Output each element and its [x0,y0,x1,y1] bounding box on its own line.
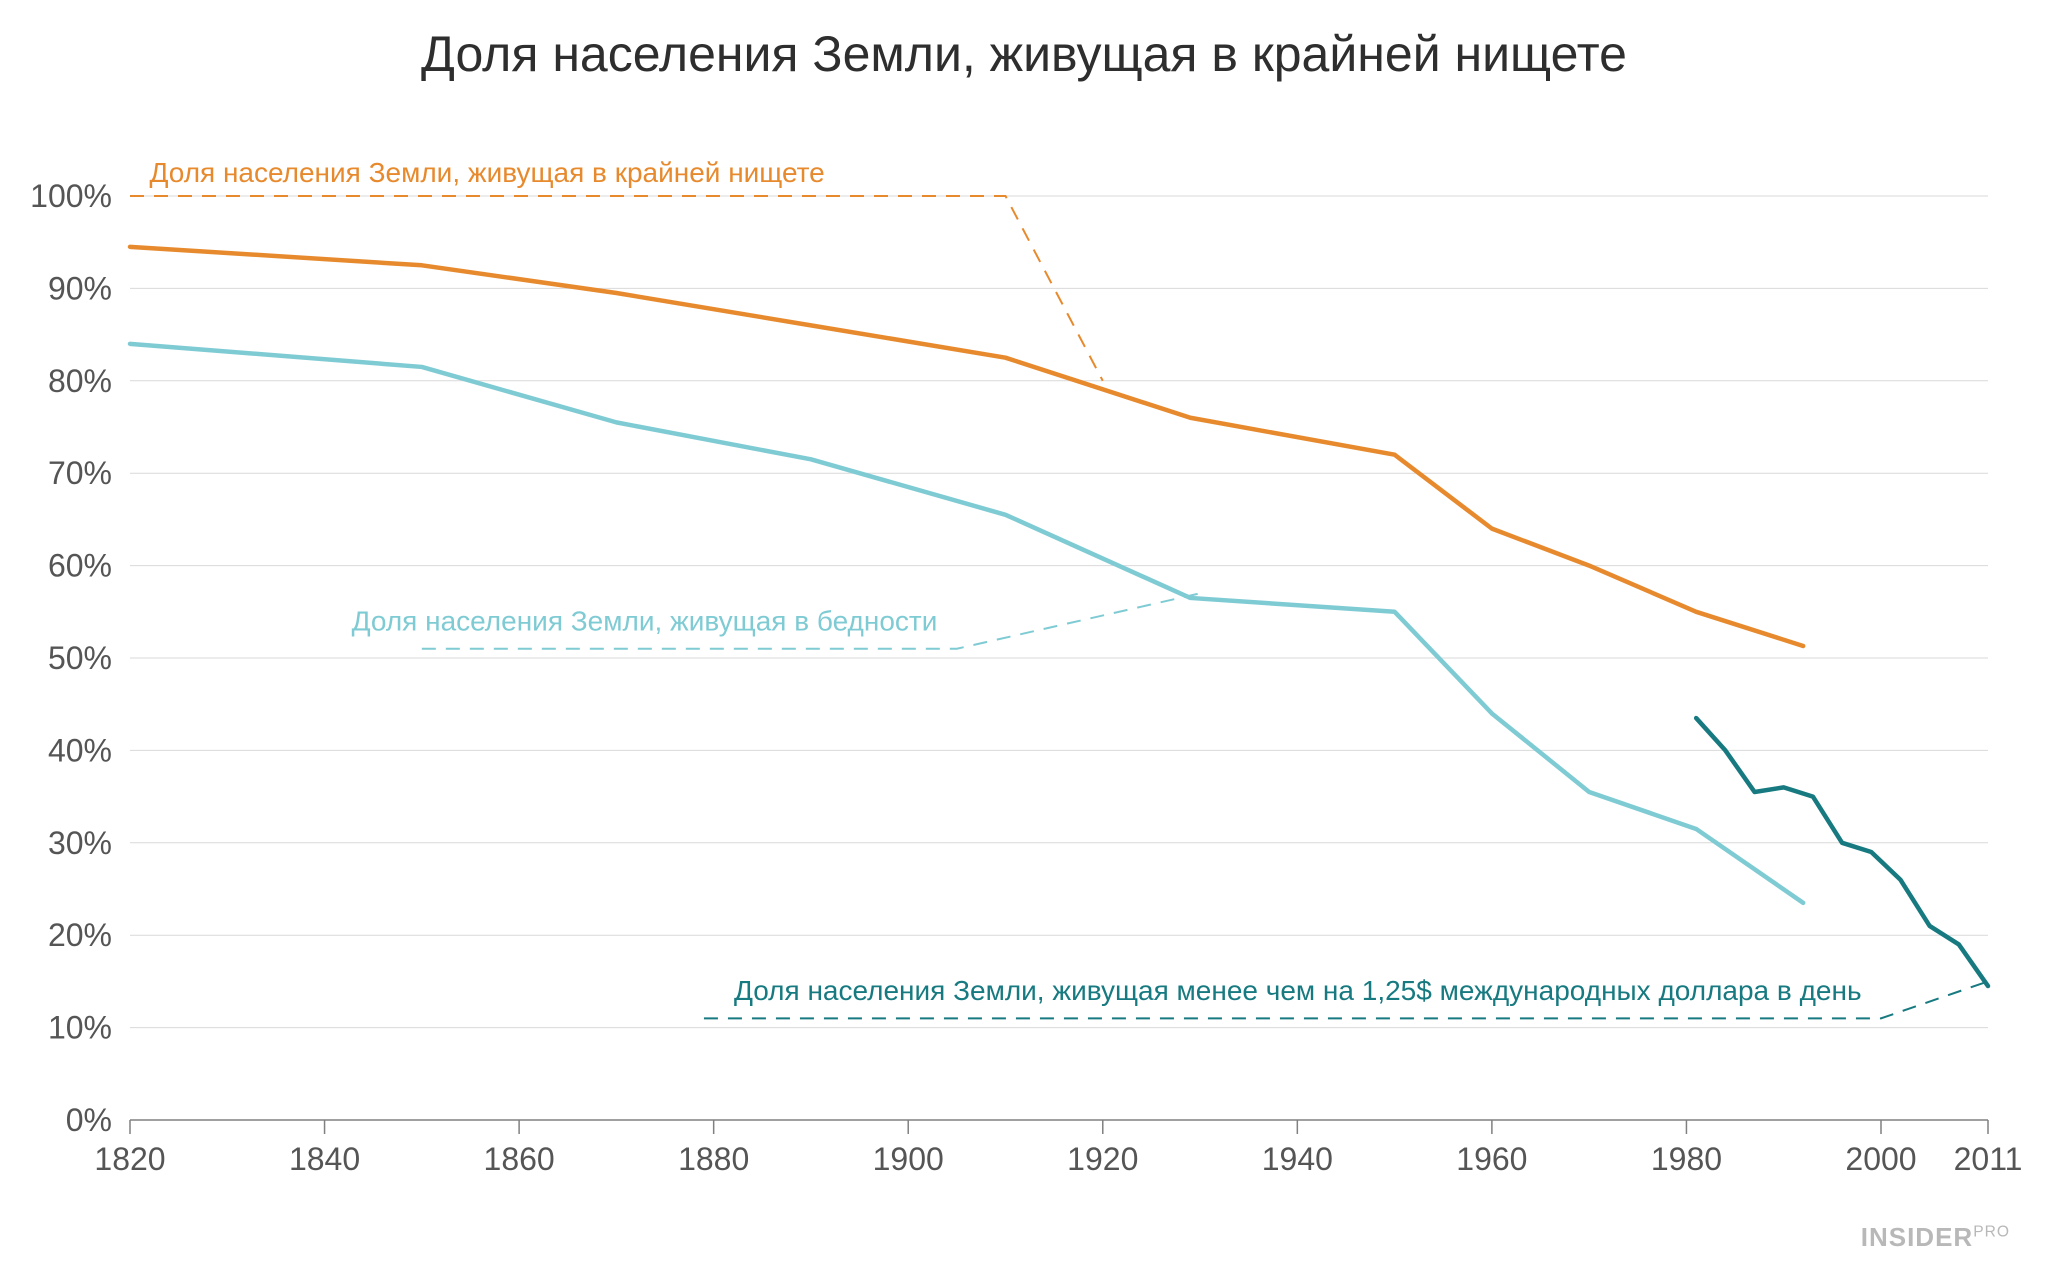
x-tick-label: 1980 [1651,1141,1722,1177]
y-tick-label: 100% [30,178,112,214]
y-tick-label: 20% [48,917,112,953]
y-tick-label: 90% [48,270,112,306]
y-tick-label: 80% [48,363,112,399]
watermark: INSIDERPRO [1861,1222,2010,1253]
series-line-extreme_poverty [130,247,1803,646]
x-tick-label: 1960 [1456,1141,1527,1177]
series-label-below_125_usd: Доля населения Земли, живущая менее чем … [734,975,1862,1006]
y-tick-label: 10% [48,1010,112,1046]
series-line-below_125_usd [1696,718,1988,986]
series-label-poverty: Доля населения Земли, живущая в бедности [352,605,938,636]
watermark-sub: PRO [1973,1223,2010,1240]
series-label-extreme_poverty: Доля населения Земли, живущая в крайней … [149,157,824,188]
x-tick-label: 1860 [484,1141,555,1177]
y-tick-label: 0% [66,1102,112,1138]
x-tick-label: 2011 [1954,1141,2023,1177]
watermark-main: INSIDER [1861,1222,1973,1252]
x-tick-label: 1920 [1067,1141,1138,1177]
y-tick-label: 30% [48,825,112,861]
y-tick-label: 70% [48,455,112,491]
y-tick-label: 60% [48,548,112,584]
plot-svg: 0% 10% 20% 30% 40% 50% 60% 70% 80% 90% 100% 1820 184… [0,0,2048,1275]
x-tick-label: 1900 [873,1141,944,1177]
chart-container: Доля населения Земли, живущая в крайней … [0,0,2048,1275]
x-tick-label: 1880 [678,1141,749,1177]
y-tick-label: 50% [48,640,112,676]
x-tick-label: 1940 [1262,1141,1333,1177]
x-tick-label: 1820 [94,1141,165,1177]
x-tick-label: 1840 [289,1141,360,1177]
y-tick-label: 40% [48,732,112,768]
x-tick-label: 2000 [1845,1141,1916,1177]
